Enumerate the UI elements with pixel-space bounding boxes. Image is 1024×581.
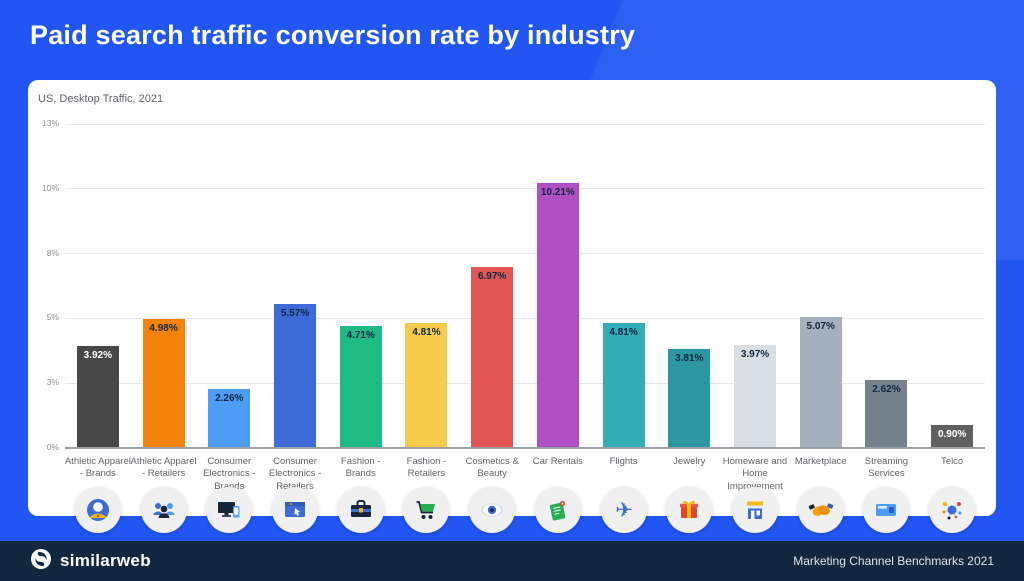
handshake-icon <box>797 487 844 533</box>
eye-icon <box>469 487 516 533</box>
bar-value-label: 5.57% <box>280 307 310 319</box>
category-label-consumer-electronics-retailers: Consumer Electronics - Retailers <box>268 456 322 492</box>
bar-value-label: 4.81% <box>412 327 441 339</box>
page-title: Paid search traffic conversion rate by i… <box>30 20 636 50</box>
category-label-jewelry: Jewelry <box>673 456 706 467</box>
bar-value-label: 3.92% <box>83 350 113 362</box>
y-axis-tick-label: 0% <box>46 442 59 452</box>
gridline <box>65 317 985 319</box>
category-label-streaming-services: Streaming Services <box>864 456 909 480</box>
category-label-athletic-apparel-retailers: Athletic Apparel - Retailers <box>130 456 197 480</box>
browser-window-icon <box>272 487 318 533</box>
bar-value-label: 2.26% <box>215 393 244 405</box>
bar-value-label: 4.98% <box>149 322 178 334</box>
shopping-cart-icon <box>403 487 450 533</box>
bar-value-label: 5.07% <box>806 320 835 332</box>
gridline <box>65 253 985 255</box>
y-axis-tick-label: 10% <box>41 182 59 193</box>
storefront-icon <box>732 487 778 533</box>
bar-chart-plot: 0% 3% 5% 8% 10% 13% 3.92% Athletic Apparel - Br… <box>42 118 985 533</box>
y-axis-tick-label: 3% <box>46 377 59 388</box>
media-player-icon <box>863 487 910 533</box>
bar-flights: 4.81% <box>602 323 645 448</box>
map-pin-icon <box>534 487 581 533</box>
people-group-icon <box>140 487 187 533</box>
similarweb-logo-icon <box>30 548 52 575</box>
bar-jewelry: 3.81% <box>668 349 711 448</box>
category-label-fashion-brands: Fashion - Brands <box>340 456 381 480</box>
category-label-consumer-electronics-brands: Consumer Electronics - Brands <box>203 456 256 492</box>
category-label-homeware-and-home-improvement: Homeware and Home Improvement <box>722 456 788 492</box>
gift-box-icon <box>666 487 713 533</box>
brand-name: similarweb <box>60 551 151 570</box>
y-axis-tick-label: 13% <box>41 118 59 128</box>
category-label-marketplace: Marketplace <box>794 456 847 467</box>
person-avatar-icon <box>74 487 121 533</box>
x-axis-baseline <box>65 447 985 449</box>
gridline <box>65 123 985 125</box>
svg-text:✈: ✈ <box>615 499 633 522</box>
bar-value-label: 6.97% <box>477 271 507 283</box>
category-label-telco: Telco <box>941 456 964 467</box>
chart-card: US, Desktop Traffic, 2021 0% 3% 5% 8% 10% 13%… <box>28 80 996 533</box>
bar-athletic-apparel-retailers: 4.98% <box>142 318 185 448</box>
category-label-cosmetics-beauty: Cosmetics & Beauty <box>465 456 519 480</box>
toolbox-icon <box>337 487 384 533</box>
y-axis-tick-label: 8% <box>46 247 59 258</box>
bar-athletic-apparel-brands: 3.92% <box>76 346 119 448</box>
bar-consumer-electronics-brands: 2.26% <box>208 389 251 448</box>
footer-caption: Marketing Channel Benchmarks 2021 <box>793 554 994 568</box>
category-label-car-rentals: Car Rentals <box>532 456 583 467</box>
bar-value-label: 10.21% <box>540 187 575 199</box>
bar-value-label: 4.71% <box>346 329 375 341</box>
bar-cosmetics-beauty: 6.97% <box>471 267 514 448</box>
bar-fashion-retailers: 4.81% <box>405 323 448 448</box>
y-axis-tick-label: 5% <box>46 312 59 323</box>
bar-marketplace: 5.07% <box>799 316 842 448</box>
bar-streaming-services: 2.62% <box>865 380 908 448</box>
footer-bar: similarweb Marketing Channel Benchmarks … <box>0 541 1024 581</box>
gridline <box>65 188 985 190</box>
network-hub-icon <box>929 487 976 533</box>
chart-subtitle: US, Desktop Traffic, 2021 <box>38 93 164 105</box>
category-label-flights: Flights <box>609 456 638 467</box>
bar-value-label: 4.81% <box>609 327 638 339</box>
category-label-fashion-retailers: Fashion - Retailers <box>406 456 447 480</box>
bar-car-rentals: 10.21% <box>536 183 579 448</box>
gridline <box>65 382 985 384</box>
bar-value-label: 3.97% <box>740 349 770 361</box>
brand-logo: similarweb <box>30 548 151 575</box>
category-label-athletic-apparel-brands: Athletic Apparel - Brands <box>64 456 131 480</box>
bar-telco: 0.90% <box>931 424 974 448</box>
bar-consumer-electronics-retailers: 5.57% <box>274 303 316 448</box>
bar-homeware-and-home-improvement: 3.97% <box>734 345 776 448</box>
bar-fashion-brands: 4.71% <box>339 325 382 448</box>
bar-value-label: 0.90% <box>937 428 967 440</box>
desktop-monitor-icon <box>206 487 253 533</box>
bar-value-label: 2.62% <box>872 384 901 396</box>
bar-value-label: 3.81% <box>675 353 704 365</box>
airplane-icon: ✈ <box>600 487 647 533</box>
